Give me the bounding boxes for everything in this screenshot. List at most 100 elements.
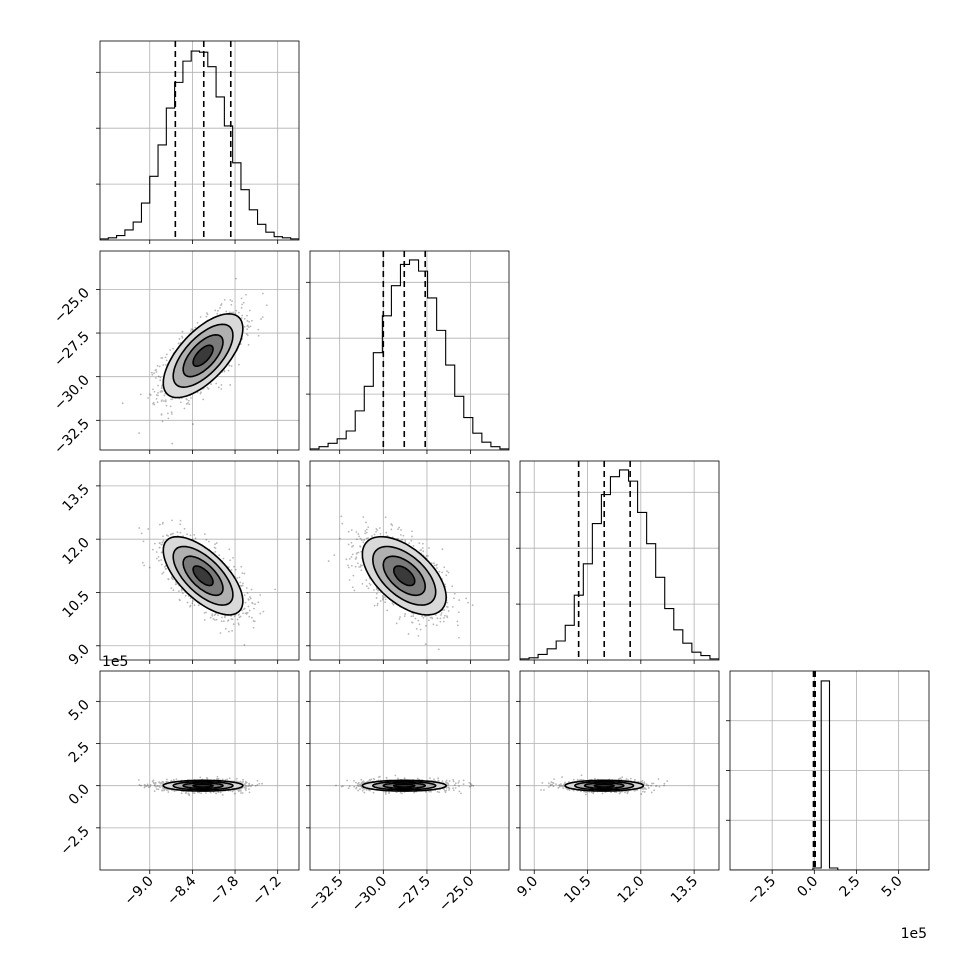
scatter-point <box>615 791 618 794</box>
scatter-point <box>357 551 360 554</box>
scatter-point <box>241 609 243 612</box>
scatter-point <box>645 783 648 786</box>
scatter-point <box>261 316 264 319</box>
density-core <box>198 785 208 787</box>
scatter-point <box>350 529 353 531</box>
scatter-point <box>448 789 450 791</box>
scatter-point <box>419 549 422 552</box>
scatter-point <box>442 620 445 623</box>
scatter-point <box>243 607 246 610</box>
scatter-point <box>257 601 260 604</box>
scatter-point <box>205 538 208 541</box>
scatter-point <box>553 778 555 781</box>
scatter-point <box>160 559 163 561</box>
scatter-point <box>227 369 230 372</box>
scatter-point <box>193 792 196 794</box>
scatter-point <box>154 369 157 372</box>
density-core <box>399 570 410 581</box>
scatter-point <box>400 529 402 531</box>
scatter-point <box>385 776 388 779</box>
y-offset-label: 1e5 <box>102 654 128 670</box>
scatter-point <box>436 567 438 569</box>
scatter-point <box>634 778 636 781</box>
scatter-point <box>384 793 387 795</box>
scatter-point <box>153 784 156 787</box>
scatter-point <box>429 777 431 780</box>
scatter-point <box>365 579 368 582</box>
scatter-point <box>446 605 448 608</box>
scatter-point <box>435 564 437 567</box>
scatter-point <box>579 779 582 781</box>
scatter-point <box>350 556 353 558</box>
scatter-point <box>418 542 421 545</box>
scatter-point <box>159 390 162 393</box>
scatter-point <box>444 583 446 586</box>
scatter-point <box>243 608 245 611</box>
y-tick-label: −32.5 <box>51 416 93 458</box>
scatter-point <box>594 777 596 780</box>
x-tick-label: 0.0 <box>794 873 821 900</box>
scatter-point <box>161 780 164 783</box>
scatter-point <box>160 781 163 784</box>
scatter-point <box>358 566 361 568</box>
scatter-point <box>146 783 149 786</box>
scatter-point <box>244 782 247 784</box>
scatter-point <box>568 781 570 783</box>
scatter-point <box>617 778 620 780</box>
scatter-point <box>228 548 231 551</box>
scatter-point <box>471 784 473 787</box>
scatter-point <box>243 786 246 789</box>
scatter-point <box>558 783 561 786</box>
scatter-point <box>365 528 368 531</box>
scatter-point <box>375 530 377 533</box>
scatter-point <box>163 789 165 792</box>
panel-plot-area <box>310 251 509 450</box>
scatter-point <box>158 781 161 783</box>
x-tick-label: −2.5 <box>744 873 779 908</box>
axes-frame <box>309 250 510 451</box>
scatter-point <box>372 777 375 780</box>
scatter-point <box>579 790 582 793</box>
scatter-point <box>230 365 233 367</box>
scatter-point <box>580 774 583 777</box>
scatter-point <box>650 791 653 794</box>
scatter-point <box>186 533 189 536</box>
scatter-point <box>153 403 156 406</box>
scatter-point <box>350 541 353 544</box>
scatter-point <box>190 397 192 399</box>
scatter-point <box>222 620 225 623</box>
scatter-point <box>403 777 406 780</box>
scatter-point <box>391 524 394 527</box>
scatter-point <box>360 782 363 785</box>
scatter-point <box>251 601 254 604</box>
scatter-point <box>394 774 397 777</box>
scatter-point <box>189 597 192 600</box>
scatter-point <box>379 600 382 602</box>
scatter-point <box>162 535 164 538</box>
scatter-point <box>402 534 405 537</box>
scatter-point <box>206 313 209 316</box>
scatter-point <box>585 793 587 796</box>
scatter-point <box>243 783 246 786</box>
scatter-point <box>437 779 440 782</box>
scatter-point <box>160 400 163 403</box>
scatter-point <box>185 397 188 400</box>
scatter-point <box>233 565 235 568</box>
scatter-point <box>239 581 242 584</box>
scatter-point <box>209 791 212 794</box>
scatter-point <box>180 792 183 795</box>
y-tick-label: 13.5 <box>59 481 92 514</box>
scatter-point <box>184 792 187 795</box>
scatter-point <box>411 535 413 538</box>
scatter-point <box>171 532 174 535</box>
scatter-point <box>246 592 249 595</box>
scatter-point <box>540 788 542 791</box>
scatter-point <box>447 783 450 786</box>
scatter-point <box>558 784 561 787</box>
x-tick-label: −7.2 <box>249 873 284 908</box>
scatter-point <box>376 604 379 607</box>
scatter-point <box>246 324 249 327</box>
scatter-point <box>351 586 354 589</box>
scatter-point <box>381 595 384 597</box>
scatter-point <box>372 589 375 591</box>
